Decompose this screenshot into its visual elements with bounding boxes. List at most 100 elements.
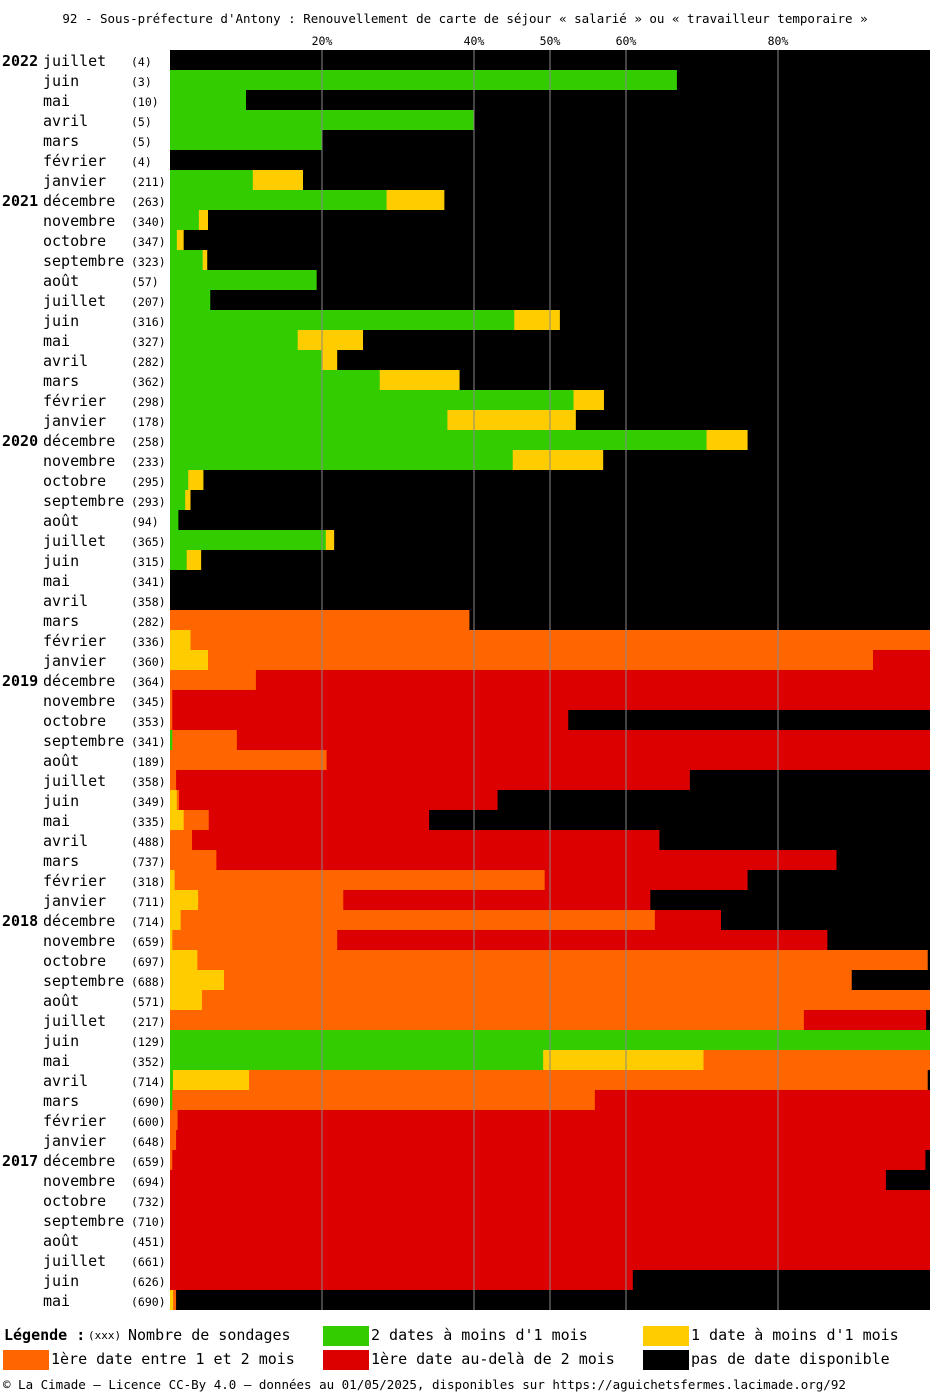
- bar-segment-orange: [170, 1130, 177, 1150]
- bar-segment-red: [208, 810, 430, 830]
- bar-segment-green: [170, 410, 448, 430]
- count-label: (211): [131, 175, 166, 189]
- bar-segment-red: [326, 750, 930, 770]
- bar-segment-orange: [190, 630, 930, 650]
- bar-segment-yellow: [386, 190, 445, 210]
- bar-segment-orange: [170, 610, 470, 630]
- count-label: (688): [131, 975, 166, 989]
- bar-segment-black: [851, 970, 930, 990]
- count-label: (364): [131, 675, 166, 689]
- bar-segment-orange: [170, 1150, 173, 1170]
- month-label: octobre: [43, 1192, 106, 1210]
- bar-segment-green: [170, 730, 173, 750]
- month-label: janvier: [43, 1132, 106, 1150]
- month-label: octobre: [43, 712, 106, 730]
- bar-segment-red: [170, 1170, 887, 1190]
- bar-segment-green: [170, 430, 707, 450]
- bar-segment-black: [632, 1270, 930, 1290]
- bar-segment-black: [559, 310, 930, 330]
- bar-segment-green: [170, 350, 322, 370]
- bar-segment-black: [183, 230, 930, 250]
- bar-segment-black: [337, 350, 930, 370]
- legend-title: Légende :: [4, 1326, 86, 1344]
- bar-segment-black: [363, 330, 930, 350]
- legend-label-black: pas de date disponible: [691, 1350, 890, 1368]
- bar-segment-yellow: [170, 870, 175, 890]
- month-label: octobre: [43, 472, 106, 490]
- bar-segment-black: [603, 390, 930, 410]
- count-label: (711): [131, 895, 166, 909]
- bar-segment-green: [170, 290, 211, 310]
- bar-segment-black: [659, 830, 930, 850]
- count-label: (178): [131, 415, 166, 429]
- x-tick-label: 50%: [540, 34, 561, 48]
- month-label: janvier: [43, 892, 106, 910]
- month-label: décembre: [43, 1152, 115, 1170]
- legend-swatch-black: [643, 1350, 689, 1370]
- bar-segment-red: [255, 670, 930, 690]
- month-label: juin: [43, 1032, 79, 1050]
- gridlines-layer: [321, 50, 779, 1310]
- bar-segment-orange: [197, 950, 929, 970]
- count-label: (323): [131, 255, 166, 269]
- month-label: août: [43, 272, 79, 290]
- count-label: (714): [131, 1075, 166, 1089]
- month-label: janvier: [43, 652, 106, 670]
- legend-swatch-red: [323, 1350, 369, 1370]
- bar-segment-black: [459, 370, 930, 390]
- bar-segment-green: [170, 550, 188, 570]
- bar-segment-black: [497, 790, 930, 810]
- bar-segment-green: [170, 210, 200, 230]
- count-label: (233): [131, 455, 166, 469]
- footer-credit: © La Cimade — Licence CC-By 4.0 — donnée…: [3, 1377, 846, 1392]
- count-label: (327): [131, 335, 166, 349]
- bar-segment-orange: [170, 830, 193, 850]
- count-label: (5): [131, 135, 152, 149]
- month-label: mai: [43, 92, 70, 110]
- bar-segment-yellow: [188, 470, 204, 490]
- row-labels: 2022 juillet (4) juin (3) mai (10) avril (5) mars…: [2, 52, 166, 1310]
- count-label: (293): [131, 495, 166, 509]
- bar-segment-green: [170, 90, 247, 110]
- count-label: (362): [131, 375, 166, 389]
- month-label: mai: [43, 812, 70, 830]
- count-label: (710): [131, 1215, 166, 1229]
- bar-segment-orange: [170, 690, 173, 710]
- month-label: novembre: [43, 1172, 115, 1190]
- bar-segment-black: [827, 930, 930, 950]
- month-label: novembre: [43, 212, 115, 230]
- bar-segment-green: [170, 510, 179, 530]
- count-label: (4): [131, 155, 152, 169]
- bar-segment-yellow: [297, 330, 364, 350]
- bar-segment-yellow: [170, 790, 178, 810]
- month-label: septembre: [43, 492, 124, 510]
- count-label: (4): [131, 55, 152, 69]
- bar-segment-black: [836, 850, 930, 870]
- bar-segment-black: [927, 1070, 930, 1090]
- month-label: juillet: [43, 292, 106, 310]
- count-label: (295): [131, 475, 166, 489]
- bar-segment-red: [177, 1110, 930, 1130]
- count-label: (189): [131, 755, 166, 769]
- count-label: (488): [131, 835, 166, 849]
- bar-segment-black: [444, 190, 930, 210]
- bar-segment-orange: [170, 850, 217, 870]
- bar-segment-orange: [703, 1050, 930, 1070]
- bar-segment-black: [469, 610, 930, 630]
- bar-segment-red: [337, 930, 828, 950]
- count-label: (690): [131, 1095, 166, 1109]
- count-label: (57): [131, 275, 159, 289]
- bar-segment-green: [170, 470, 189, 490]
- year-label: 2020: [2, 432, 38, 450]
- bar-segment-yellow: [170, 650, 209, 670]
- month-label: août: [43, 512, 79, 530]
- month-label: juin: [43, 552, 79, 570]
- bar-segment-black: [208, 210, 930, 230]
- month-label: août: [43, 752, 79, 770]
- month-label: mars: [43, 1092, 79, 1110]
- count-label: (340): [131, 215, 166, 229]
- bar-segment-red: [176, 770, 691, 790]
- count-label: (365): [131, 535, 166, 549]
- count-label: (697): [131, 955, 166, 969]
- bar-segment-red: [176, 1130, 930, 1150]
